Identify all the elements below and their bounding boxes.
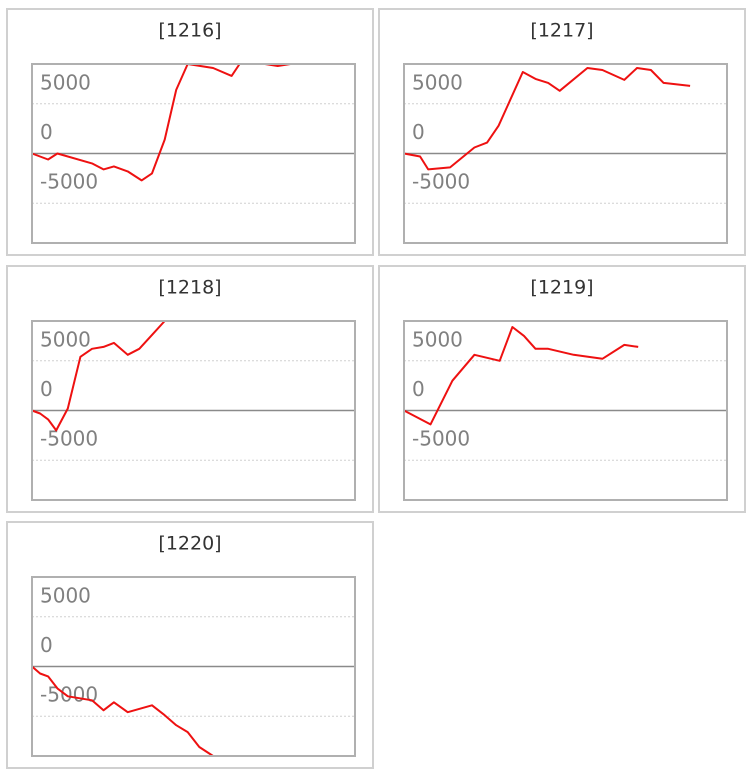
chart-title: [1216] <box>158 20 221 42</box>
y-tick-label: -5000 <box>40 170 98 194</box>
chart-panel: [1219] -5000 0 5000 <box>378 265 746 513</box>
chart-title: [1219] <box>530 277 593 299</box>
y-tick-label: -5000 <box>412 427 470 451</box>
series-line <box>31 320 291 432</box>
y-tick-label: 5000 <box>412 327 463 351</box>
plot-frame <box>31 576 356 757</box>
y-tick-label: 0 <box>40 120 53 144</box>
y-tick-label: 5000 <box>40 583 91 607</box>
chart-panel: [1218] -5000 0 5000 <box>6 265 374 513</box>
chart-panel: [1220] -5000 0 5000 <box>6 521 374 769</box>
plot-frame <box>403 63 728 244</box>
y-tick-label: -5000 <box>412 170 470 194</box>
y-tick-label: -5000 <box>40 683 98 707</box>
y-tick-label: 0 <box>412 120 425 144</box>
chart-title: [1220] <box>158 533 221 555</box>
series-line <box>403 326 639 426</box>
chart: [1220] -5000 0 5000 <box>31 533 356 757</box>
y-tick-label: -5000 <box>40 427 98 451</box>
series-line <box>31 665 319 757</box>
plot-frame <box>31 63 356 244</box>
chart-title: [1218] <box>158 277 221 299</box>
plot-frame <box>31 320 356 501</box>
chart-panel: [1216] -5000 0 5000 <box>6 8 374 256</box>
chart-title: [1217] <box>530 20 593 42</box>
y-tick-label: 5000 <box>412 70 463 94</box>
chart: [1216] -5000 0 5000 <box>31 20 356 244</box>
y-tick-label: 0 <box>40 633 53 657</box>
y-tick-label: 0 <box>40 377 53 401</box>
plot-frame <box>403 320 728 501</box>
chart: [1219] -5000 0 5000 <box>403 277 728 501</box>
chart: [1218] -5000 0 5000 <box>31 277 356 501</box>
chart: [1217] -5000 0 5000 <box>403 20 728 244</box>
y-tick-label: 5000 <box>40 70 91 94</box>
y-tick-label: 5000 <box>40 327 91 351</box>
chart-panel: [1217] -5000 0 5000 <box>378 8 746 256</box>
y-tick-label: 0 <box>412 377 425 401</box>
series-line <box>403 67 691 171</box>
